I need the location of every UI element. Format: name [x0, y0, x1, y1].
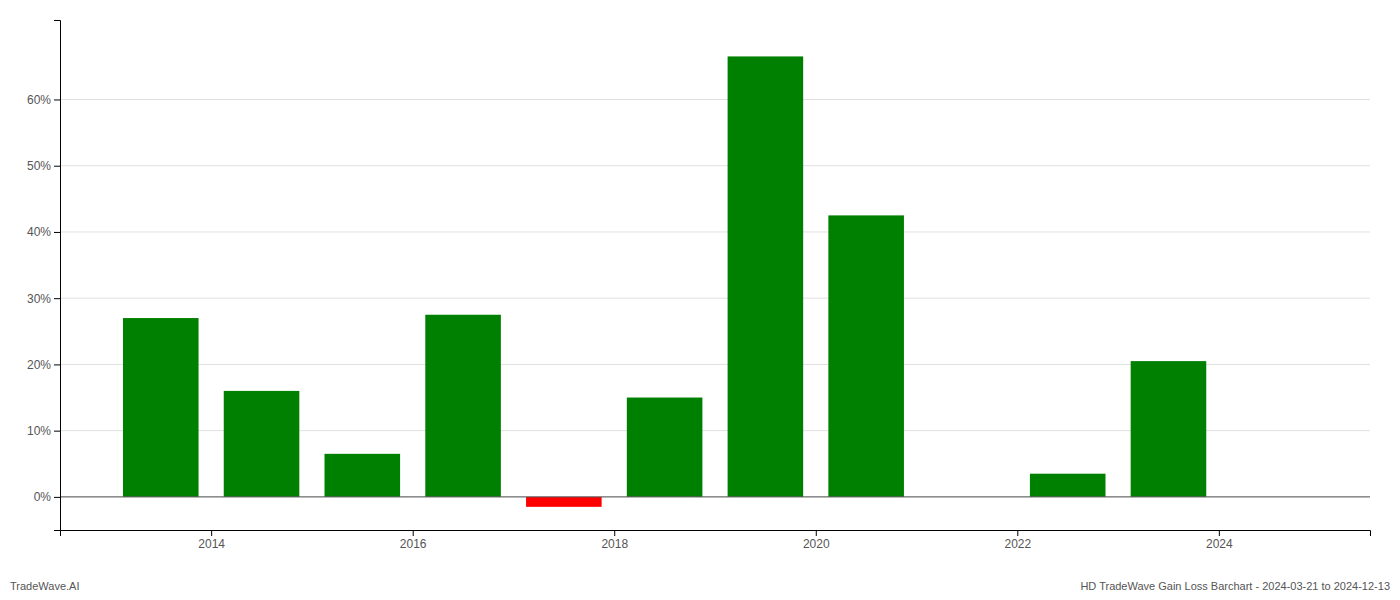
- footer-right: HD TradeWave Gain Loss Barchart - 2024-0…: [1080, 580, 1390, 592]
- axis-line: [54, 21, 61, 531]
- tick-mark: [54, 431, 60, 432]
- tick-mark: [54, 166, 60, 167]
- grid-line: [60, 298, 1370, 299]
- bar: [425, 315, 501, 497]
- bar: [627, 398, 703, 497]
- tick: 10%: [27, 424, 60, 438]
- grid-line: [60, 165, 1370, 166]
- y-axis: 0% 10% 20% 30% 40% 50% 60%: [27, 21, 61, 531]
- tick-mark: [211, 530, 212, 536]
- tick: 30%: [27, 292, 60, 306]
- tick-mark: [1017, 530, 1018, 536]
- x-axis: 2014 2016 2018 2020 2022 2024: [61, 530, 1371, 551]
- tick: 2014: [198, 530, 225, 551]
- bar: [1131, 361, 1207, 497]
- tick-mark: [54, 99, 60, 100]
- tick-label: 40%: [27, 225, 51, 239]
- tick-mark: [1219, 530, 1220, 536]
- axis-line: [61, 531, 1371, 537]
- tick: 2018: [601, 530, 628, 551]
- grid-line: [60, 496, 1370, 497]
- tick: 50%: [27, 159, 60, 173]
- bar: [325, 454, 401, 497]
- tick: 40%: [27, 225, 60, 239]
- plot-area: 2014 2016 2018 2020 2022 2024 0% 10% 20% 30% 40% 50…: [27, 21, 1371, 551]
- tick-mark: [54, 497, 60, 498]
- tick-mark: [816, 530, 817, 536]
- tick-label: 20%: [27, 358, 51, 372]
- footer-left: TradeWave.AI: [10, 580, 80, 592]
- tick: 0%: [34, 490, 60, 504]
- tick-mark: [54, 232, 60, 233]
- tick-mark: [614, 530, 615, 536]
- chart: 2014 2016 2018 2020 2022 2024 0% 10% 20% 30% 40% 50…: [0, 0, 1400, 600]
- bar: [123, 318, 199, 497]
- tick: 2024: [1206, 530, 1233, 551]
- bar: [828, 215, 904, 496]
- bar: [526, 497, 602, 507]
- tick-mark: [54, 298, 60, 299]
- tick-label: 60%: [27, 93, 51, 107]
- tick: 20%: [27, 358, 60, 372]
- tick-label: 2016: [400, 537, 427, 551]
- grid-line: [60, 99, 1370, 100]
- bar: [1030, 474, 1106, 497]
- tick-label: 2022: [1004, 537, 1031, 551]
- grid: [60, 99, 1370, 496]
- tick-label: 2018: [601, 537, 628, 551]
- tick: 2020: [803, 530, 830, 551]
- tick-label: 2014: [198, 537, 225, 551]
- tick: 60%: [27, 93, 60, 107]
- tick: 2022: [1004, 530, 1031, 551]
- tick-label: 0%: [34, 490, 52, 504]
- grid-line: [60, 231, 1370, 232]
- bar: [728, 56, 804, 496]
- bars: [123, 56, 1206, 506]
- tick-label: 10%: [27, 424, 51, 438]
- tick: 2016: [400, 530, 427, 551]
- tick-mark: [54, 364, 60, 365]
- tick-label: 30%: [27, 292, 51, 306]
- tick-mark: [413, 530, 414, 536]
- tick-label: 50%: [27, 159, 51, 173]
- tick-label: 2020: [803, 537, 830, 551]
- tick-label: 2024: [1206, 537, 1233, 551]
- bar: [224, 391, 300, 497]
- zero-line: [60, 496, 1370, 497]
